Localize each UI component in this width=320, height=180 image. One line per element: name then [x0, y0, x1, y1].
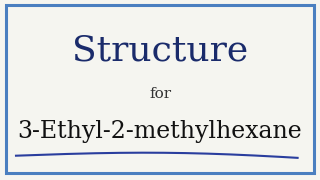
Text: for: for	[149, 87, 171, 101]
Text: Structure: Structure	[72, 33, 248, 67]
Text: 3-Ethyl-2-methylhexane: 3-Ethyl-2-methylhexane	[18, 120, 302, 143]
